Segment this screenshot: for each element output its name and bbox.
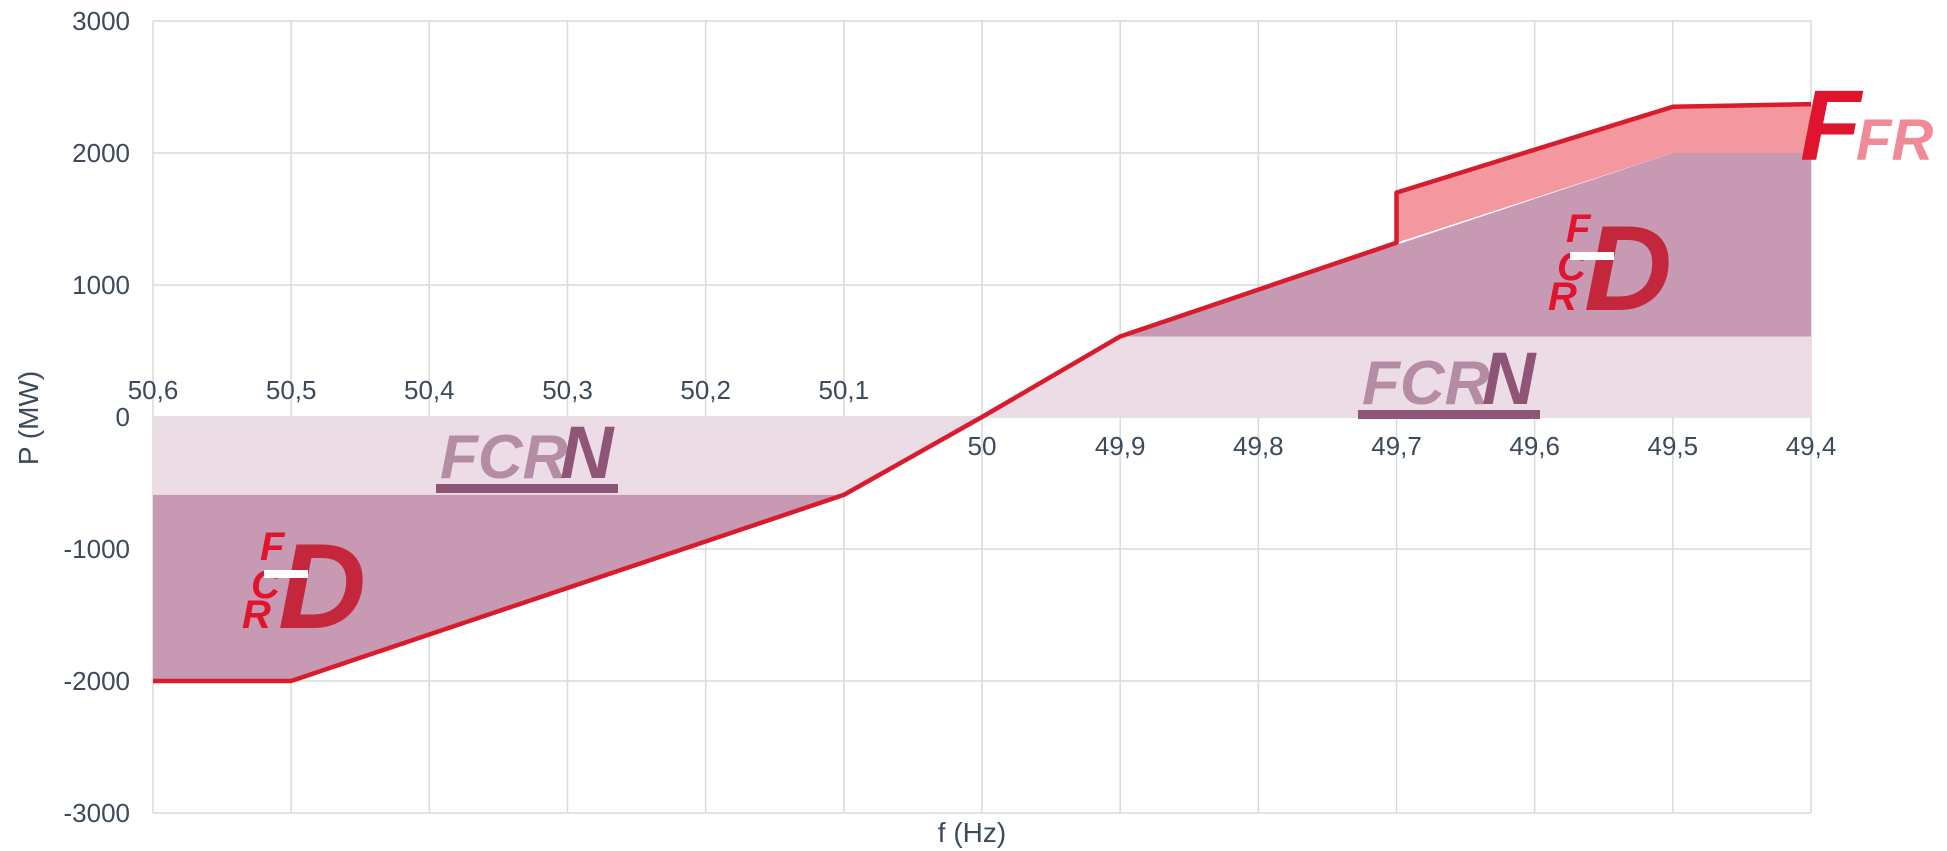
fcrn-logo-right-main: FCR [1362,349,1490,418]
ffr-logo-main: F [1800,70,1864,182]
fcrd-logo-right-d: D [1584,200,1672,336]
fcrd-logo-left-f: F [260,525,286,569]
x-tick-label-4: 50,2 [680,375,731,405]
fcrd-logo-left: F C R D [242,518,366,654]
fcrd-logo-right-bar [1570,252,1614,260]
x-tick-label-6: 50 [968,431,997,461]
area-ffr-0 [1396,104,1811,243]
fcrd-logo-left-d: D [278,518,366,654]
y-tick-label-3: 0 [116,402,130,432]
area-fcr-n-0 [153,417,982,495]
y-axis-title: P (MW) [13,371,44,465]
fcrd-logo-right: F C R D [1548,200,1672,336]
envelope-line-layer [153,101,1812,684]
x-tick-label-12: 49,4 [1786,431,1837,461]
fcrd-logo-right-f: F [1566,207,1592,251]
x-tick-label-11: 49,5 [1648,431,1699,461]
x-tick-label-9: 49,7 [1371,431,1422,461]
area-fcr-d-1 [1120,153,1811,337]
y-tick-labels: -3000 -2000 -1000 0 1000 2000 3000 [64,6,131,828]
x-tick-label-3: 50,3 [542,375,593,405]
reserve-areas [153,104,1811,681]
fcrd-logo-right-r: R [1548,275,1577,319]
x-axis-title: f (Hz) [938,817,1006,848]
y-tick-label-5: 2000 [72,138,130,168]
y-tick-label-4: 1000 [72,270,130,300]
fcrn-logo-left-suffix: N [560,411,615,494]
x-tick-label-1: 50,5 [266,375,317,405]
fcrn-logo-left-main: FCR [440,423,568,492]
fcrd-logo-left-r: R [242,593,271,637]
fcrn-logo-left-underline [436,484,618,493]
x-tick-label-5: 50,1 [819,375,870,405]
x-tick-label-0: 50,6 [128,375,179,405]
fcrn-logo-left: FCR N [436,411,618,494]
area-fcr-n-1 [982,336,1811,417]
ffr-logo-suffix: FR [1856,108,1933,173]
fcrn-logo-right: FCR N [1358,337,1540,420]
fcrn-logo-right-suffix: N [1482,337,1537,420]
y-tick-label-6: 3000 [72,6,130,36]
area-fcr-d-0 [153,494,844,681]
x-tick-label-8: 49,8 [1233,431,1284,461]
x-tick-label-2: 50,4 [404,375,455,405]
fcrn-logo-right-underline [1358,410,1540,419]
ffr-logo: F FR [1800,70,1933,182]
y-tick-label-0: -3000 [64,798,131,828]
x-tick-labels: 50,6 50,5 50,4 50,3 50,2 50,1 50 49,9 49,8 49,7 49… [128,375,1837,461]
envelope-line [153,101,1812,684]
y-tick-label-1: -2000 [64,666,131,696]
x-tick-label-10: 49,6 [1509,431,1560,461]
fcrd-logo-left-bar [264,570,308,578]
x-tick-label-7: 49,9 [1095,431,1146,461]
y-tick-label-2: -1000 [64,534,131,564]
